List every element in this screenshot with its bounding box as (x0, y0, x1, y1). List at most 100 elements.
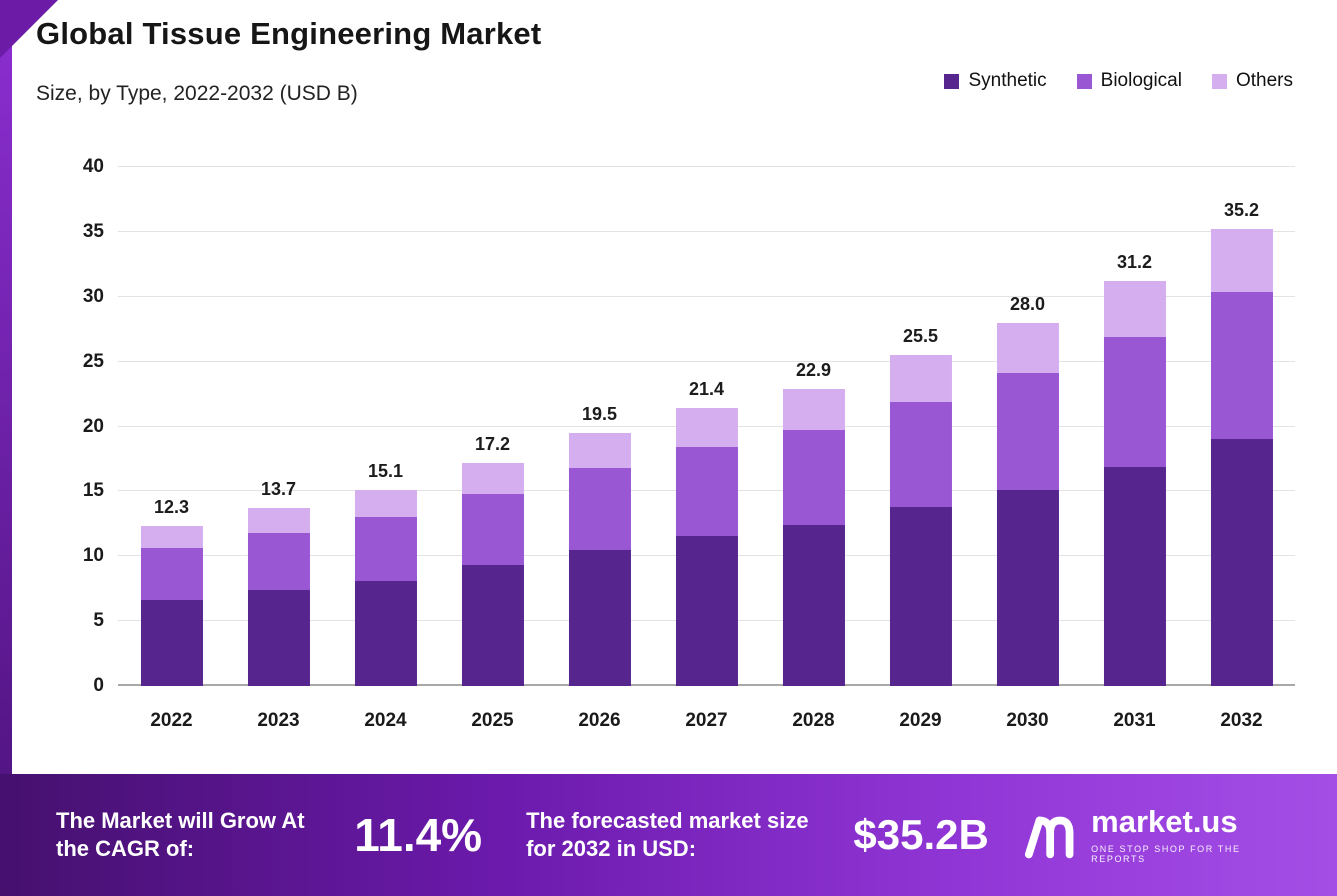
total-label: 28.0 (1009, 293, 1046, 314)
bar-group-2022: 12.3 2022 (118, 167, 225, 731)
segment-synthetic (140, 600, 203, 686)
bar-group-2024: 15.1 2024 (332, 167, 439, 731)
brand-logo: market.us ONE STOP SHOP FOR THE REPORTS (1023, 806, 1293, 864)
legend-label: Synthetic (968, 70, 1047, 91)
segment-others (889, 355, 952, 402)
total-label: 21.4 (688, 379, 725, 400)
title-block: Global Tissue Engineering Market Size, b… (36, 16, 541, 106)
y-tick-label: 0 (93, 675, 104, 696)
chart-legend: Synthetic Biological Others (944, 70, 1293, 106)
y-tick-label: 20 (82, 415, 104, 437)
bar-group-2031: 31.2 2031 (1081, 167, 1188, 731)
legend-swatch (1076, 73, 1092, 89)
bar-group-2026: 19.5 2026 (546, 167, 653, 731)
cagr-value: 11.4% (354, 809, 483, 861)
x-tick-label: 2027 (685, 710, 728, 731)
x-tick-label: 2028 (792, 710, 835, 731)
total-label: 12.3 (153, 497, 190, 518)
gridline (118, 166, 1295, 167)
bar-stack (140, 526, 203, 686)
brand-name: market.us (1091, 804, 1238, 839)
y-tick-label: 35 (82, 220, 104, 242)
total-label: 31.2 (1116, 252, 1153, 273)
segment-biological (782, 430, 845, 526)
bar-stack (996, 322, 1059, 686)
x-tick-label: 2025 (471, 710, 514, 731)
header: Global Tissue Engineering Market Size, b… (36, 16, 1293, 106)
legend-item-others: Others (1211, 70, 1293, 92)
segment-biological (996, 373, 1059, 491)
segment-synthetic (247, 589, 310, 686)
bar-stack (568, 433, 631, 686)
legend-label: Others (1235, 70, 1293, 91)
bar-stack (675, 408, 738, 686)
bar-stack (889, 355, 952, 686)
total-label: 17.2 (474, 433, 511, 454)
segment-others (568, 433, 631, 469)
x-tick-label: 2023 (257, 710, 300, 731)
segment-others (782, 388, 845, 431)
total-label: 15.1 (367, 461, 404, 482)
bar-group-2025: 17.2 2025 (439, 167, 546, 731)
y-tick-label: 5 (93, 610, 104, 632)
segment-others (354, 490, 417, 518)
bar-group-2028: 22.9 2028 (760, 167, 867, 731)
segment-synthetic (461, 565, 524, 686)
legend-swatch (1211, 73, 1227, 89)
segment-synthetic (675, 535, 738, 686)
segment-others (996, 322, 1059, 374)
segment-biological (889, 401, 952, 507)
bar-stack (461, 462, 524, 686)
gridline (118, 360, 1295, 362)
forecast-value: $35.2B (853, 811, 989, 858)
segment-synthetic (1103, 466, 1166, 686)
segment-others (461, 462, 524, 494)
bar-group-2032: 35.2 2032 (1188, 167, 1295, 731)
bar-stack (247, 508, 310, 686)
chart-subtitle: Size, by Type, 2022-2032 (USD B) (36, 82, 358, 105)
legend-label: Biological (1100, 70, 1182, 91)
gridline (118, 295, 1295, 297)
segment-biological (354, 517, 417, 581)
segment-synthetic (1210, 439, 1273, 686)
segment-others (1103, 281, 1166, 337)
segment-others (675, 408, 738, 448)
segment-others (1210, 229, 1273, 292)
brand-tagline: ONE STOP SHOP FOR THE REPORTS (1091, 844, 1241, 864)
segment-biological (461, 493, 524, 566)
y-tick-label: 30 (82, 285, 104, 307)
total-label: 13.7 (260, 479, 297, 500)
page-title: Global Tissue Engineering Market (36, 16, 542, 51)
total-label: 22.9 (795, 359, 832, 380)
segment-synthetic (782, 525, 845, 686)
x-tick-label: 2024 (364, 710, 407, 731)
forecast-label: The forecasted market size for 2032 in U… (526, 807, 809, 861)
x-tick-label: 2031 (1113, 710, 1156, 731)
bar-stack (782, 388, 845, 686)
y-tick-label: 10 (82, 545, 104, 567)
segment-others (247, 508, 310, 533)
x-tick-label: 2032 (1220, 710, 1263, 731)
segment-biological (568, 468, 631, 550)
segment-synthetic (568, 549, 631, 686)
segment-synthetic (889, 506, 952, 686)
segment-synthetic (996, 490, 1059, 686)
legend-item-synthetic: Synthetic (944, 70, 1047, 92)
footer-banner: The Market will Grow At the CAGR of: 11.… (0, 774, 1337, 896)
segment-biological (1210, 291, 1273, 440)
y-axis: 0 5 10 15 20 25 30 35 40 (58, 156, 104, 696)
bar-group-2023: 13.7 2023 (225, 167, 332, 731)
bar-group-2030: 28.0 2030 (974, 167, 1081, 731)
y-tick-label: 40 (82, 156, 104, 177)
segment-biological (140, 548, 203, 601)
corner-accent (0, 0, 58, 58)
left-accent-strip (0, 0, 12, 896)
x-tick-label: 2022 (150, 710, 193, 731)
segment-biological (247, 532, 310, 590)
bar-group-2029: 25.5 2029 (867, 167, 974, 731)
legend-item-biological: Biological (1076, 70, 1182, 92)
y-tick-label: 25 (82, 350, 104, 372)
cagr-label: The Market will Grow At the CAGR of: (56, 807, 305, 861)
segment-biological (675, 447, 738, 536)
